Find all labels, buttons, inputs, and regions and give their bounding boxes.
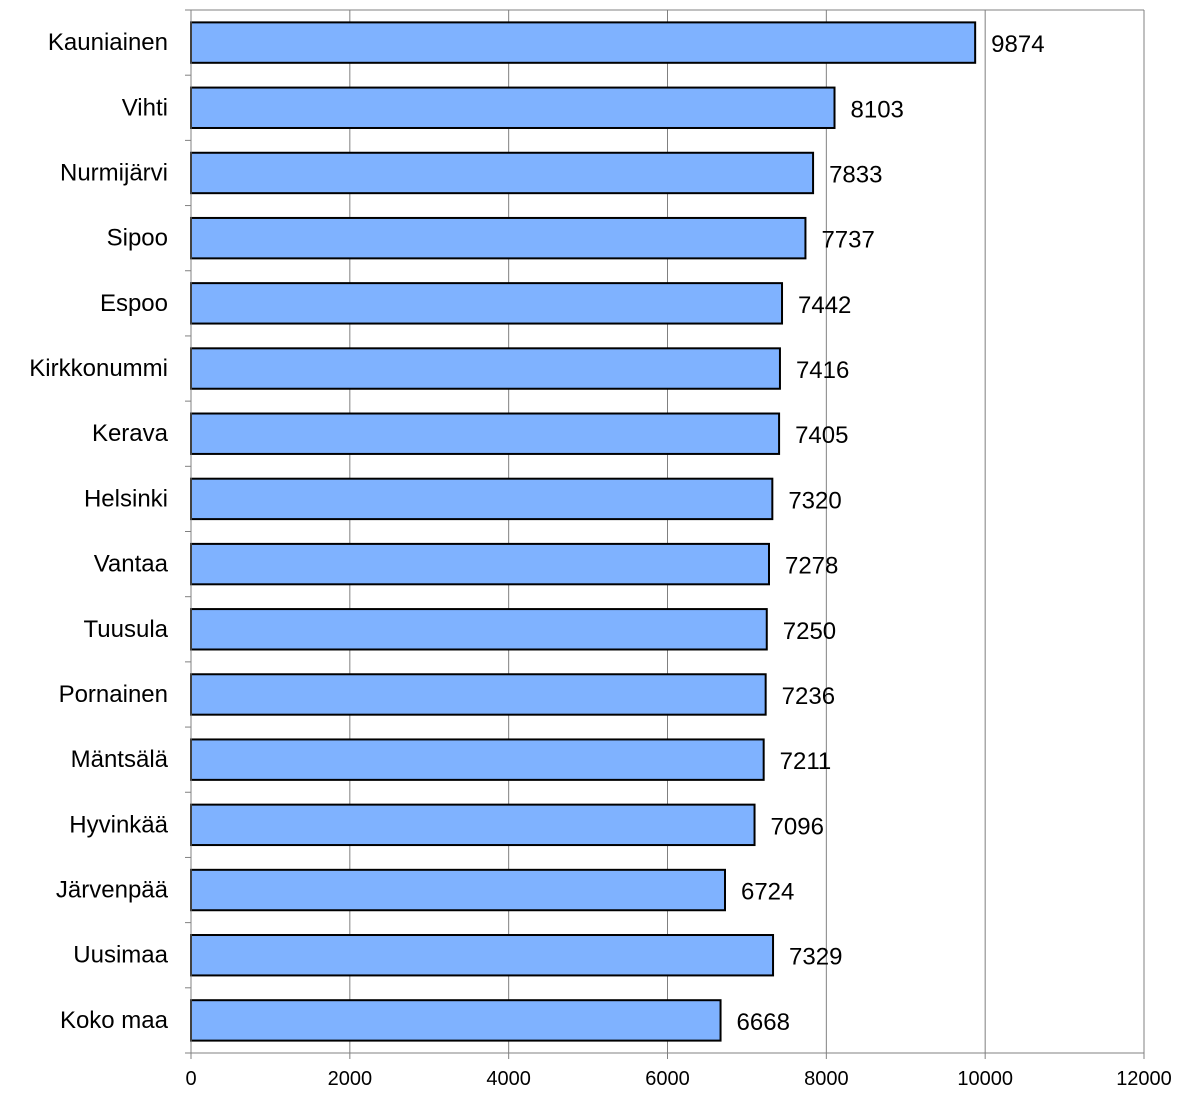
bar-hyvinkää: [190, 803, 756, 847]
value-label: 7416: [796, 357, 849, 384]
category-label: Sipoo: [107, 225, 168, 252]
value-label: 7329: [789, 944, 842, 971]
value-label: 7405: [795, 422, 848, 449]
x-tick-label: 0: [185, 1068, 196, 1090]
category-label: Järvenpää: [56, 877, 169, 904]
category-label: Mäntsälä: [71, 746, 169, 773]
category-label: Uusimaa: [73, 942, 168, 969]
bar-mäntsälä: [190, 738, 765, 781]
category-label: Koko maa: [60, 1007, 169, 1034]
bars: [190, 21, 977, 1042]
category-label: Pornainen: [59, 681, 168, 708]
bar-espoo: [190, 282, 784, 325]
bar-nurmijärvi: [190, 151, 815, 195]
x-tick-label: 4000: [486, 1068, 531, 1090]
x-tick-labels: 0 2000 4000 6000 8000 10000 12000: [185, 1068, 1171, 1090]
axes: [185, 9, 1145, 1059]
value-label: 7236: [782, 683, 835, 710]
value-label: 8103: [851, 96, 904, 123]
bar-sipoo: [190, 216, 807, 260]
value-label: 6724: [741, 879, 794, 906]
x-tick-label: 6000: [645, 1068, 690, 1090]
x-tick-label: 12000: [1116, 1068, 1172, 1090]
value-label: 9874: [991, 31, 1044, 58]
category-label: Helsinki: [84, 485, 168, 512]
category-label: Espoo: [100, 290, 168, 317]
value-labels: 9874 8103 7833 7737 7442 7416 7405 7320 7278 7250…: [737, 31, 1045, 1036]
bar-uusimaa: [190, 934, 775, 977]
value-label: 7278: [785, 553, 838, 580]
bar-kirkkonummi: [190, 347, 781, 390]
value-label: 7320: [788, 487, 841, 514]
value-label: 7211: [780, 748, 832, 775]
x-tick-label: 10000: [957, 1068, 1013, 1090]
bar-kerava: [190, 412, 781, 455]
value-label: 7442: [798, 292, 851, 319]
value-label: 7096: [771, 813, 824, 840]
x-tick-label: 8000: [804, 1068, 849, 1090]
category-label: Hyvinkää: [69, 811, 168, 838]
bar-kauniainen: [190, 21, 977, 64]
bar-koko-maa: [190, 999, 722, 1042]
bar-helsinki: [190, 477, 774, 521]
category-label: Vantaa: [94, 551, 169, 578]
bar-vantaa: [190, 542, 770, 586]
bar-vihti: [190, 86, 836, 129]
category-label: Tuusula: [84, 616, 169, 643]
value-label: 6668: [737, 1009, 790, 1036]
value-label: 7833: [829, 161, 882, 188]
category-label: Kauniainen: [48, 29, 168, 56]
category-label: Vihti: [122, 94, 168, 121]
x-tick-label: 2000: [328, 1068, 373, 1090]
category-label: Nurmijärvi: [60, 159, 168, 186]
value-label: 7250: [783, 618, 836, 645]
bar-pornainen: [190, 673, 767, 716]
category-label: Kerava: [92, 420, 169, 447]
bar-järvenpää: [190, 868, 726, 912]
category-labels: Kauniainen Vihti Nurmijärvi Sipoo Espoo Kirkk…: [29, 29, 168, 1034]
bar-tuusula: [190, 608, 768, 651]
category-label: Kirkkonummi: [29, 355, 168, 382]
value-label: 7737: [821, 227, 874, 254]
